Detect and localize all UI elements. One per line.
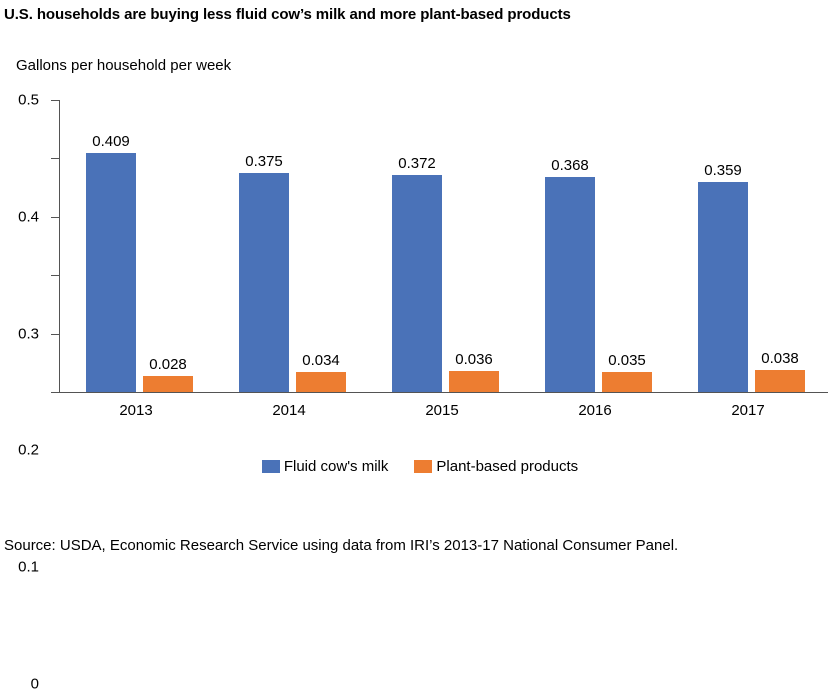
source-note: Source: USDA, Economic Research Service … xyxy=(4,537,679,554)
bar-group: 0.409 0.028 xyxy=(59,100,212,392)
x-axis-category-label: 2015 xyxy=(425,402,459,419)
bar-value-label: 0.359 xyxy=(704,162,742,180)
x-axis-category-label: 2014 xyxy=(272,402,306,419)
y-tick-label: 0.3 xyxy=(18,325,39,343)
bar-group: 0.375 0.034 xyxy=(212,100,365,392)
bar-fluid-cows-milk[interactable]: 0.368 xyxy=(545,157,595,392)
bar-group: 0.359 0.038 xyxy=(671,100,824,392)
bar-value-label: 0.036 xyxy=(455,350,493,368)
y-axis-line xyxy=(59,100,60,393)
bar-value-label: 0.035 xyxy=(608,351,646,369)
legend-item-fluid-cows-milk[interactable]: Fluid cow's milk xyxy=(261,458,389,475)
chart-legend: Fluid cow's milk Plant-based products xyxy=(0,458,840,475)
y-tick-label: 0.2 xyxy=(18,441,39,459)
bar-value-label: 0.368 xyxy=(551,157,589,175)
bar-value-label: 0.375 xyxy=(245,153,283,170)
legend-label: Plant-based products xyxy=(436,458,579,475)
bar-value-label: 0.372 xyxy=(398,154,436,172)
bar-group: 0.368 0.035 xyxy=(518,100,671,392)
bar-value-label: 0.409 xyxy=(92,133,130,151)
bar-fluid-cows-milk[interactable]: 0.375 xyxy=(239,153,289,392)
x-axis-line xyxy=(59,392,828,393)
y-tick-mark: 0.3 xyxy=(18,216,59,342)
y-tick-mark: 0.4 xyxy=(18,158,59,225)
y-tick-label: 0.1 xyxy=(18,558,39,576)
bar-fluid-cows-milk[interactable]: 0.359 xyxy=(698,162,748,392)
legend-color-swatch xyxy=(261,460,280,473)
bar-value-label: 0.034 xyxy=(302,352,340,370)
y-tick-mark: 0.1 xyxy=(18,333,59,576)
bar-plant-based-products[interactable]: 0.036 xyxy=(449,351,499,392)
chart-subtitle-axis-units: Gallons per household per week xyxy=(16,57,232,74)
y-tick-label: 0.5 xyxy=(18,91,39,109)
bar-plant-based-products[interactable]: 0.035 xyxy=(602,352,652,392)
bar-plant-based-products[interactable]: 0.038 xyxy=(755,350,805,392)
y-tick-mark: 0.5 xyxy=(18,92,59,109)
legend-label: Fluid cow's milk xyxy=(283,458,389,475)
bar-fluid-cows-milk[interactable]: 0.409 xyxy=(86,133,136,392)
y-tick-mark: 0.2 xyxy=(18,275,59,459)
y-tick-label: 0 xyxy=(30,675,39,693)
x-axis-category-label: 2013 xyxy=(119,402,153,419)
plot-area: 0 0.1 0.2 0.3 0.4 0.5 0.409 0.028 0.375 0.034 0.37… xyxy=(18,92,828,693)
bar-fluid-cows-milk[interactable]: 0.372 xyxy=(392,155,442,392)
legend-item-plant-based-products[interactable]: Plant-based products xyxy=(414,458,578,475)
legend-color-swatch xyxy=(414,460,433,473)
x-axis-category-label: 2016 xyxy=(578,402,612,419)
y-tick-label: 0.4 xyxy=(18,208,39,226)
page-title: U.S. households are buying less fluid co… xyxy=(4,6,571,23)
x-axis-category-label: 2017 xyxy=(731,402,765,419)
bar-value-label: 0.038 xyxy=(761,349,799,367)
bar-plant-based-products[interactable]: 0.028 xyxy=(143,356,193,392)
y-tick-mark: 0 xyxy=(31,392,59,693)
bar-plant-based-products[interactable]: 0.034 xyxy=(296,352,346,392)
bar-group: 0.372 0.036 xyxy=(365,100,518,392)
bar-value-label: 0.028 xyxy=(149,355,187,373)
